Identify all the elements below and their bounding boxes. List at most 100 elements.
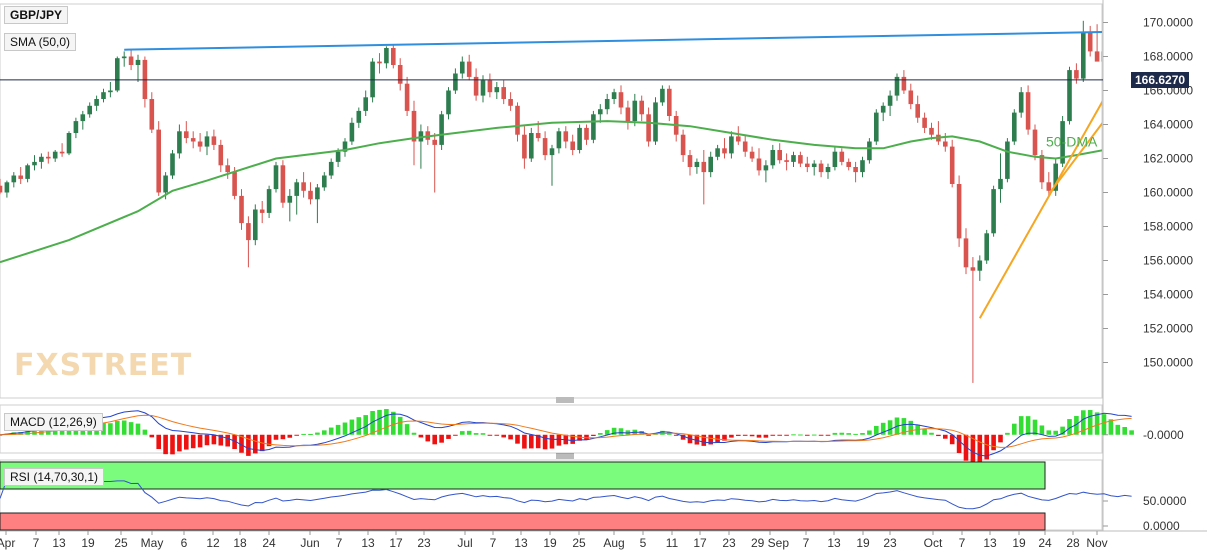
candle [1005, 138, 1010, 183]
candle [46, 151, 51, 164]
macd-histogram-bar [901, 418, 907, 435]
candle [570, 134, 575, 156]
candle-body [128, 56, 134, 65]
time-tick-label: 18 [233, 536, 247, 550]
candle-body [591, 114, 596, 140]
time-tick-label: 24 [1038, 536, 1052, 550]
time-tick-label: Oct [924, 536, 943, 550]
candle-body [87, 105, 92, 115]
macd-histogram-bar [949, 434, 955, 445]
candle [701, 150, 707, 205]
macd-histogram-bar [1074, 416, 1079, 435]
macd-histogram-bar [246, 434, 251, 456]
candle-body [1116, 77, 1121, 89]
candle [949, 139, 955, 188]
time-tick-label: 24 [262, 536, 276, 550]
macd-histogram-bar [874, 425, 879, 435]
candle [915, 95, 920, 123]
macd-histogram-bar [991, 434, 996, 451]
rsi-indicator-label[interactable]: RSI (14,70,30,1) [4, 468, 105, 486]
macd-histogram-bar [860, 433, 865, 435]
price-tick-label: 162.0000 [1143, 152, 1193, 166]
candle [846, 158, 851, 171]
candle-body [943, 141, 948, 147]
macd-histogram-bar [432, 434, 437, 445]
candle-body [632, 100, 638, 122]
candle [308, 182, 313, 205]
candle-body [239, 195, 244, 224]
macd-histogram-bar [922, 428, 927, 435]
macd-histogram-bar [708, 434, 713, 445]
candle-body [736, 136, 741, 142]
macd-histogram-bar [18, 432, 23, 435]
macd-resize-handle[interactable] [556, 397, 574, 403]
macd-histogram-bar [549, 434, 555, 449]
candle [722, 138, 727, 159]
candle-body [915, 104, 920, 118]
candle [660, 85, 665, 106]
macd-histogram-bar [529, 434, 534, 449]
candle-body [411, 110, 417, 142]
macd-histogram-bar [335, 424, 341, 435]
macd-histogram-bar [1067, 419, 1072, 435]
macd-histogram-bar [943, 434, 948, 439]
macd-histogram-bar [156, 434, 161, 450]
candle [874, 109, 879, 145]
candle-body [998, 178, 1003, 190]
macd-histogram-bar [763, 434, 769, 438]
candle [1046, 172, 1052, 196]
candle [1025, 85, 1031, 135]
macd-histogram-bar [170, 434, 175, 455]
support-trendline [978, 100, 1102, 319]
support-trendline [1048, 121, 1102, 195]
candle-body [1032, 129, 1038, 156]
macd-histogram-bar [287, 434, 293, 438]
candle-body [529, 133, 534, 159]
candle-body [556, 131, 562, 149]
candle-body [653, 102, 658, 142]
candle-body [342, 141, 348, 152]
time-tick-label: 25 [114, 536, 128, 550]
candle [190, 131, 196, 149]
candle [998, 153, 1003, 203]
rsi-resize-handle[interactable] [556, 453, 574, 459]
macd-histogram-bar [184, 434, 189, 450]
time-tick-label: 23 [722, 536, 736, 550]
candle [322, 172, 327, 191]
candle [301, 172, 306, 198]
candle [577, 124, 582, 154]
candle [563, 126, 569, 149]
candle [501, 80, 506, 105]
macd-histogram-bar [301, 433, 306, 435]
macd-histogram-bar [52, 428, 58, 435]
candle [80, 110, 86, 130]
macd-histogram-bar [929, 432, 934, 435]
candle [294, 178, 299, 215]
candle [515, 102, 520, 142]
candle-body [66, 133, 72, 154]
candle-body [880, 105, 886, 113]
candle [280, 160, 286, 208]
sma-indicator-label[interactable]: SMA (50,0) [4, 33, 77, 51]
candle-body [667, 88, 672, 116]
time-tick-label: 6 [181, 536, 188, 550]
candle-body [694, 161, 700, 167]
candle-body [377, 61, 382, 64]
candle-body [887, 95, 893, 106]
macd-histogram-bar [756, 434, 762, 438]
candle-body [1109, 51, 1114, 77]
candle-body [46, 156, 51, 159]
candle-body [163, 175, 168, 193]
candle-body [777, 150, 782, 161]
candle-body [825, 167, 831, 173]
candle [259, 201, 265, 224]
candle-body [805, 163, 810, 167]
candle-body [363, 97, 368, 111]
symbol-label: GBP/JPY [4, 6, 69, 24]
macd-histogram-bar [908, 420, 914, 435]
candle-body [273, 165, 279, 190]
macd-indicator-label[interactable]: MACD (12,26,9) [4, 413, 103, 431]
candle-body [1039, 155, 1045, 183]
candle-body [246, 223, 251, 241]
time-tick-label: 23 [417, 536, 431, 550]
